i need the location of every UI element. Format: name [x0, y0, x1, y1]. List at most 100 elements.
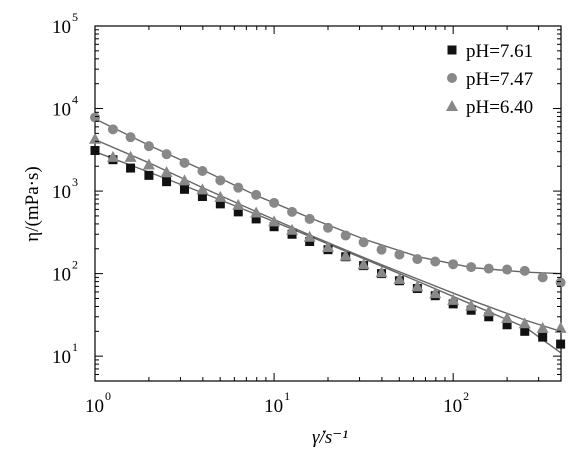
- point-triangle-15: [339, 249, 352, 261]
- legend-label: pH=7.61: [466, 41, 533, 62]
- point-triangle-25: [518, 317, 531, 329]
- point-triangle-1: [89, 132, 101, 144]
- point-square-7: [197, 191, 207, 201]
- point-circle-13: [304, 213, 315, 224]
- point-circle-5: [161, 149, 172, 160]
- point-triangle-8: [214, 190, 227, 202]
- point-triangle-26: [536, 321, 549, 333]
- y-tick-label: 10: [52, 100, 71, 121]
- point-triangle-9: [232, 198, 245, 210]
- point-square-26: [538, 332, 548, 342]
- legend-label: pH=6.40: [466, 97, 533, 118]
- point-triangle-17: [375, 266, 388, 278]
- x-tick-label: 10: [443, 396, 462, 417]
- point-triangle-11: [268, 215, 281, 227]
- point-square-9: [233, 207, 243, 217]
- tick-labels: 10 0 10 1 10 210 110 210 310 410 5: [52, 10, 469, 417]
- y-axis-title: η/(mPa·s): [22, 166, 43, 241]
- point-triangle-10: [250, 206, 263, 218]
- point-circle-25: [519, 265, 530, 276]
- point-triangle-21: [447, 293, 460, 305]
- point-triangle-5: [160, 166, 173, 178]
- x-tick-label: 10: [264, 396, 283, 417]
- point-triangle-16: [357, 258, 370, 270]
- point-circle-27: [555, 277, 566, 288]
- point-circle-8: [215, 175, 226, 186]
- legend-marker-square: [447, 45, 457, 55]
- point-circle-2: [107, 124, 118, 135]
- point-circle-12: [287, 206, 298, 217]
- point-square-5: [162, 177, 172, 187]
- point-square-27: [556, 339, 566, 349]
- y-tick-label-exponent: 1: [72, 340, 78, 354]
- point-triangle-4: [142, 158, 155, 170]
- x-tick-label-exponent: 1: [284, 389, 290, 403]
- axis-ticks: [94, 25, 562, 382]
- point-circle-10: [251, 189, 262, 200]
- point-circle-7: [197, 166, 208, 177]
- x-tick-label-exponent: 2: [463, 389, 469, 403]
- point-circle-1: [90, 112, 100, 123]
- point-triangle-20: [429, 287, 442, 299]
- y-tick-label-exponent: 2: [72, 258, 78, 272]
- point-square-8: [215, 199, 225, 209]
- point-circle-15: [340, 230, 351, 241]
- point-triangle-24: [501, 311, 514, 323]
- data-points: [89, 112, 567, 349]
- legend-label: pH=7.47: [466, 69, 533, 90]
- point-circle-16: [358, 237, 369, 248]
- point-circle-22: [466, 262, 477, 273]
- point-square-23: [484, 312, 494, 322]
- point-square-4: [144, 170, 154, 180]
- point-square-10: [251, 214, 261, 224]
- point-circle-20: [430, 256, 441, 267]
- point-triangle-3: [124, 150, 137, 162]
- point-triangle-7: [196, 183, 209, 195]
- point-circle-6: [179, 157, 190, 168]
- y-tick-label-exponent: 3: [72, 175, 78, 189]
- point-triangle-23: [482, 305, 495, 317]
- y-tick-label: 10: [52, 17, 71, 38]
- y-tick-label: 10: [52, 265, 71, 286]
- y-tick-label: 10: [52, 182, 71, 203]
- legend-marker-triangle: [446, 100, 458, 111]
- point-circle-9: [233, 182, 244, 193]
- fit-curve-3: [94, 118, 561, 275]
- point-square-3: [126, 163, 136, 173]
- point-triangle-22: [465, 299, 478, 311]
- point-triangle-2: [106, 150, 119, 162]
- point-circle-23: [483, 263, 494, 274]
- point-circle-3: [125, 132, 136, 143]
- x-tick-label-exponent: 0: [105, 389, 111, 403]
- point-triangle-12: [286, 223, 299, 235]
- point-triangle-27: [554, 321, 567, 333]
- point-circle-18: [394, 249, 405, 260]
- point-circle-24: [502, 264, 513, 275]
- point-square-11: [269, 222, 279, 232]
- legend-marker-circle: [447, 73, 457, 83]
- point-circle-17: [376, 244, 387, 255]
- legend: pH=7.61 pH=7.47 pH=6.40: [446, 41, 533, 118]
- y-tick-label-exponent: 4: [72, 93, 78, 107]
- point-circle-21: [448, 259, 459, 270]
- point-square-25: [520, 326, 530, 336]
- point-square-24: [502, 320, 512, 330]
- point-circle-14: [323, 222, 333, 233]
- point-square-1: [90, 146, 100, 156]
- point-triangle-14: [322, 241, 334, 253]
- point-circle-26: [537, 272, 548, 283]
- point-circle-19: [412, 254, 423, 265]
- point-triangle-18: [393, 273, 406, 285]
- point-circle-4: [143, 141, 154, 152]
- point-triangle-6: [178, 174, 191, 186]
- fit-curve-1: [94, 151, 562, 354]
- point-triangle-19: [411, 280, 424, 292]
- y-tick-label: 10: [52, 347, 71, 368]
- x-axis-title: γ̇/s⁻¹: [312, 427, 348, 448]
- point-circle-11: [269, 197, 280, 208]
- point-square-6: [179, 184, 189, 194]
- fit-curve-2: [94, 138, 561, 332]
- point-triangle-13: [303, 230, 316, 242]
- x-tick-label: 10: [85, 396, 104, 417]
